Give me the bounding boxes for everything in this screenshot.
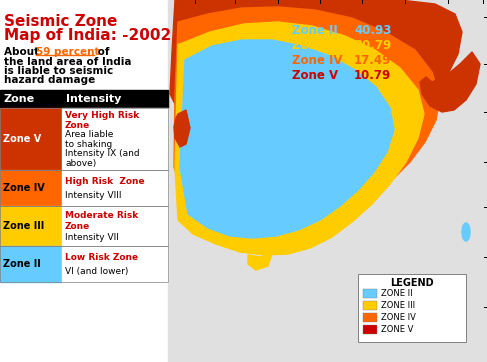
Text: 17.49: 17.49	[354, 54, 392, 67]
Text: Zone II: Zone II	[292, 24, 338, 37]
Bar	[0, 170, 168, 206]
Text: Zone: Zone	[65, 121, 90, 130]
Text: Moderate Risk: Moderate Risk	[65, 211, 138, 220]
Bar	[363, 301, 377, 310]
Text: Seismic Zone: Seismic Zone	[4, 14, 117, 29]
Text: ZONE IV: ZONE IV	[381, 312, 416, 321]
Text: Intensity IX (and: Intensity IX (and	[65, 149, 140, 158]
Bar	[0, 170, 62, 206]
Text: High Risk  Zone: High Risk Zone	[65, 177, 145, 186]
Polygon shape	[174, 110, 190, 147]
Bar	[363, 289, 377, 298]
Polygon shape	[248, 254, 272, 270]
Text: Zone II: Zone II	[3, 259, 41, 269]
Text: Area liable: Area liable	[65, 130, 113, 139]
Bar	[358, 274, 466, 342]
Text: Intensity VIII: Intensity VIII	[65, 191, 121, 201]
Polygon shape	[174, 7, 440, 224]
Text: 30.79: 30.79	[354, 39, 391, 52]
Bar	[62, 206, 168, 246]
Text: hazard damage: hazard damage	[4, 75, 95, 85]
Bar	[0, 0, 168, 362]
Text: Very High Risk: Very High Risk	[65, 111, 139, 120]
Text: to shaking: to shaking	[65, 140, 112, 149]
Bar	[0, 108, 168, 170]
Text: VI (and lower): VI (and lower)	[65, 268, 129, 277]
Bar	[363, 325, 377, 334]
Text: Zone V: Zone V	[292, 69, 338, 82]
Text: is liable to seismic: is liable to seismic	[4, 66, 113, 76]
Text: ZONE V: ZONE V	[381, 324, 413, 333]
Text: above): above)	[65, 159, 96, 168]
Text: ZONE III: ZONE III	[381, 300, 415, 310]
Text: Zone III: Zone III	[292, 39, 342, 52]
Bar	[0, 108, 62, 170]
Bar	[0, 90, 168, 108]
Text: Intensity: Intensity	[66, 94, 121, 104]
Bar	[0, 206, 62, 246]
Bar	[168, 0, 487, 362]
Bar	[0, 246, 168, 282]
Bar	[0, 246, 62, 282]
Text: 40.93: 40.93	[354, 24, 392, 37]
Text: Zone V: Zone V	[3, 134, 41, 144]
Bar	[363, 313, 377, 322]
Polygon shape	[180, 40, 394, 238]
Polygon shape	[170, 0, 462, 144]
Text: LEGEND: LEGEND	[390, 278, 434, 288]
Text: Zone IV: Zone IV	[3, 183, 45, 193]
Text: Zone: Zone	[65, 222, 90, 231]
Text: Zone III: Zone III	[3, 221, 44, 231]
Text: of: of	[94, 47, 110, 57]
Text: Intensity VII: Intensity VII	[65, 233, 119, 243]
Text: Map of India: -2002: Map of India: -2002	[4, 28, 171, 43]
Text: About: About	[4, 47, 43, 57]
Polygon shape	[420, 52, 480, 112]
Polygon shape	[175, 22, 424, 255]
Text: Zone: Zone	[4, 94, 35, 104]
Text: Low Risk Zone: Low Risk Zone	[65, 253, 138, 262]
Text: ZONE II: ZONE II	[381, 289, 412, 298]
Text: 59 percent: 59 percent	[36, 47, 99, 57]
Bar	[62, 170, 168, 206]
Text: 10.79: 10.79	[354, 69, 391, 82]
Text: the land area of India: the land area of India	[4, 57, 131, 67]
Text: Zone IV: Zone IV	[292, 54, 342, 67]
Bar	[62, 108, 168, 170]
Bar	[62, 246, 168, 282]
Ellipse shape	[462, 223, 470, 241]
Bar	[0, 206, 168, 246]
